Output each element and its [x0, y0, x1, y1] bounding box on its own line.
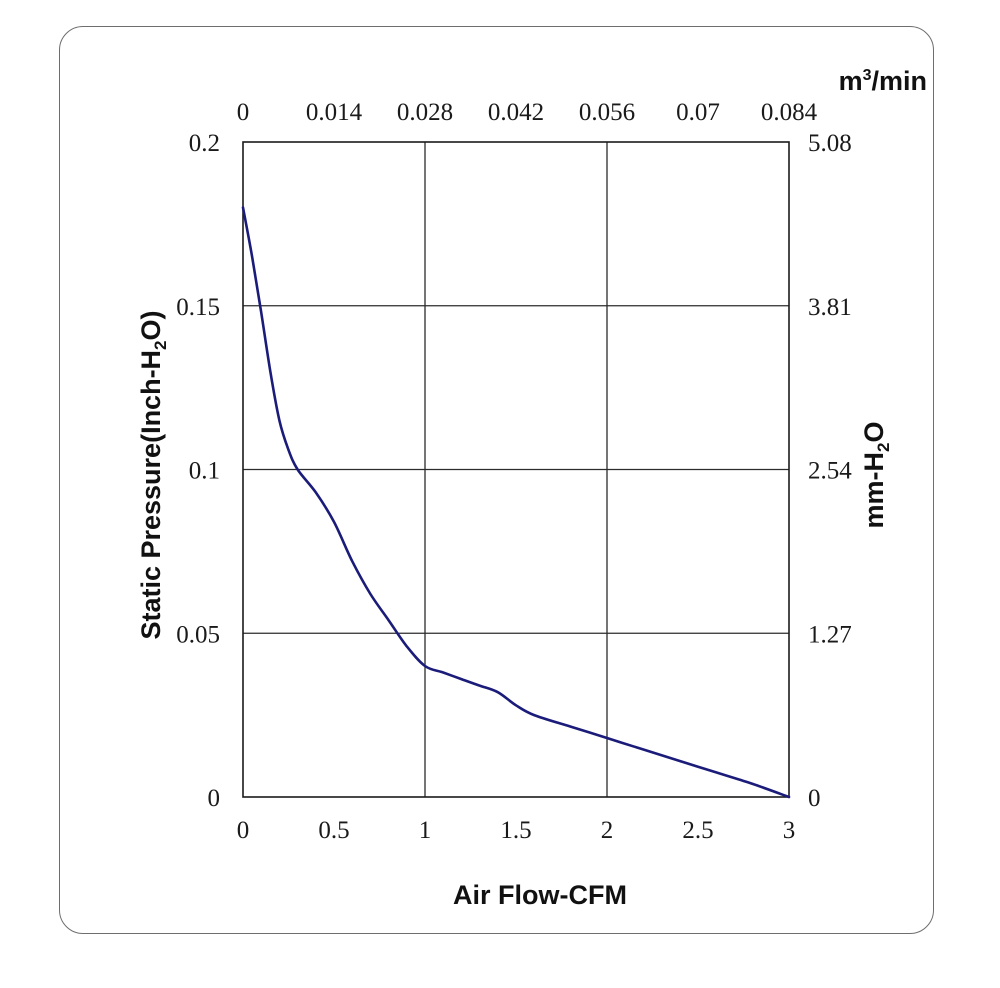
x2-tick-label: 0.028	[397, 99, 453, 126]
grid-lines	[243, 142, 789, 797]
tick-labels: 0 0.5 1 1.5 2 2.5 30 0.014 0.028 0.042 0.056 0.07 0.…	[176, 99, 852, 844]
plot-area-border	[242, 141, 790, 798]
y2-tick-label: 5.08	[808, 130, 852, 157]
x-tick-label: 0	[237, 817, 250, 844]
y2-axis-title: mm-H2O	[859, 422, 893, 529]
x2-tick-label: 0	[237, 99, 250, 126]
x-tick-label: 0.5	[318, 817, 349, 844]
y2-tick-label: 0	[808, 785, 821, 812]
x-tick-label: 3	[783, 817, 796, 844]
x2-tick-label: 0.056	[579, 99, 635, 126]
y2-tick-label: 1.27	[808, 621, 852, 648]
x2-tick-label: 0.042	[488, 99, 544, 126]
y-tick-label: 0.1	[189, 458, 220, 485]
x2-tick-label: 0.07	[676, 99, 720, 126]
x2-tick-label: 0.014	[306, 99, 363, 126]
pressure-curve-line	[241, 206, 791, 799]
y2-tick-label: 2.54	[808, 458, 852, 485]
x-tick-label: 2	[601, 817, 614, 844]
y-tick-label: 0.2	[189, 130, 220, 157]
x-axis-title: Air Flow-CFM	[453, 880, 627, 910]
x-tick-label: 2.5	[682, 817, 713, 844]
y-tick-label: 0.15	[176, 294, 220, 321]
x2-axis-unit: m3/min	[839, 66, 927, 96]
x-tick-label: 1	[419, 817, 432, 844]
y-tick-label: 0	[208, 785, 221, 812]
y-axis-title: Static Pressure(Inch-H2O)	[136, 310, 170, 639]
y-tick-label: 0.05	[176, 621, 220, 648]
chart-frame	[59, 26, 934, 934]
y2-tick-label: 3.81	[808, 294, 852, 321]
x2-tick-label: 0.084	[761, 99, 818, 126]
x-tick-label: 1.5	[500, 817, 531, 844]
